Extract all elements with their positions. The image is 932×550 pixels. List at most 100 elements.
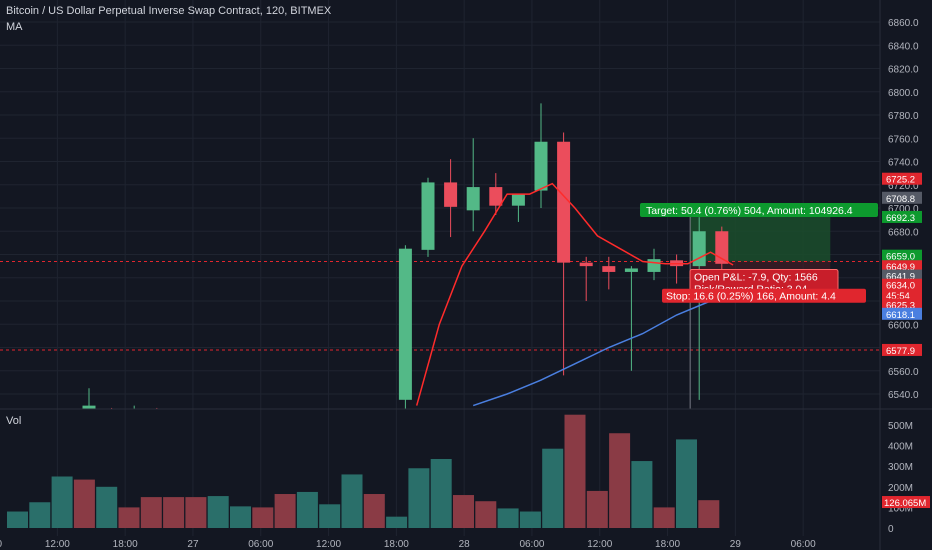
time-tick-label: 12:00 [45, 539, 70, 550]
candle-body [421, 182, 435, 250]
price-tick-label: 6800.0 [888, 88, 919, 99]
volume-bar [230, 506, 251, 528]
volume-bar [564, 414, 586, 528]
price-tag-label: 6649.9 [886, 262, 915, 273]
price-tag-label: 6692.3 [886, 213, 915, 224]
volume-bar [698, 500, 720, 528]
volume-pane-label: Vol [6, 415, 21, 427]
volume-axis[interactable]: 0 100M 200M 300M 400M 500M [888, 421, 913, 535]
candle-body [534, 141, 548, 191]
volume-bar [408, 468, 430, 528]
volume-bar [319, 504, 341, 528]
time-tick-label: 29 [730, 539, 742, 550]
volume-bar [274, 494, 296, 528]
volume-tick-label: 300M [888, 462, 913, 473]
price-tag-label: 6577.9 [886, 346, 915, 357]
price-tick-label: 6760.0 [888, 134, 919, 145]
time-tick-label: 06:00 [791, 539, 816, 550]
price-tag-label: 45:54 [886, 291, 910, 302]
volume-bar [676, 439, 697, 528]
candle-body [579, 262, 593, 267]
price-tag-bg [882, 210, 922, 223]
price-tag-bg [882, 172, 922, 185]
price-tag-label: 6708.8 [886, 194, 915, 205]
volume-tick-label: 100M [888, 503, 913, 514]
volume-bar [296, 491, 318, 528]
time-tick-label: 18:00 [655, 539, 680, 550]
candle-body [511, 194, 525, 206]
volume-bar [586, 490, 608, 528]
pnl-label: Open P&L: -7.9, Qty: 1566 [694, 271, 818, 283]
candle-body [692, 231, 706, 267]
candlestick-series [82, 103, 729, 409]
grid [0, 0, 880, 536]
price-tags: 6725.2 6708.8 6692.3 6659.06649.96641.96634… [882, 172, 930, 509]
candle-body [466, 187, 480, 211]
target-label: Target: 50.4 (0.76%) 504, Amount: 104926… [646, 205, 853, 217]
price-tick-label: 6780.0 [888, 111, 919, 122]
volume-tick-label: 0 [888, 524, 894, 535]
volume-bar [51, 476, 73, 528]
volume-bar [519, 511, 541, 528]
price-tag-bg [882, 191, 922, 204]
volume-bar [7, 511, 28, 528]
price-tick-label: 6540.0 [888, 390, 919, 401]
volume-bar [96, 486, 118, 528]
volume-series [7, 414, 720, 528]
price-tag-bg [882, 278, 922, 291]
volume-bar [363, 494, 385, 528]
price-tick-label: 6700.0 [888, 204, 919, 215]
price-tick-label: 6740.0 [888, 158, 919, 169]
price-tag-bg [882, 298, 922, 311]
stop-label-bg [662, 288, 866, 303]
volume-bar [631, 461, 653, 528]
volume-bar [497, 508, 519, 528]
volume-tick-label: 200M [888, 483, 913, 494]
volume-bar [73, 479, 95, 528]
moving-averages [415, 182, 741, 407]
volume-bar [386, 516, 408, 528]
time-tick-label: 27 [187, 539, 199, 550]
price-tag-label: 6625.3 [886, 300, 915, 311]
price-tag-bg [882, 288, 922, 301]
volume-bar [341, 474, 363, 528]
volume-bar [163, 497, 185, 528]
price-tag-label: 6659.0 [886, 252, 915, 263]
volume-bar [185, 497, 207, 528]
candle-body [82, 405, 96, 409]
volume-tick-label: 500M [888, 421, 913, 432]
price-tick-label: 6840.0 [888, 41, 919, 52]
ma-fast-line [415, 182, 734, 406]
time-tick-label: 06:00 [248, 539, 273, 550]
volume-bar [207, 496, 229, 528]
chart-title: Bitcoin / US Dollar Perpetual Inverse Sw… [6, 5, 332, 17]
volume-bar [453, 495, 474, 528]
position-labels: Target: 50.4 (0.76%) 504, Amount: 104926… [640, 202, 878, 303]
time-tick-label: 06:00 [519, 539, 544, 550]
price-tag-bg [882, 307, 922, 320]
candle-body [444, 182, 458, 207]
price-tick-label: 6560.0 [888, 367, 919, 378]
stop-label: Stop: 16.6 (0.25%) 166, Amount: 4.4 [666, 291, 836, 303]
volume-bar [475, 501, 497, 528]
price-tag-bg [882, 249, 922, 262]
candle-body [647, 259, 661, 272]
price-tag-bg [882, 343, 922, 356]
volume-bar [29, 502, 51, 528]
time-tick-label: 18:00 [113, 539, 138, 550]
time-tick-label: 28 [459, 539, 471, 550]
time-axis[interactable]: 06:00 12:00 18:00 27 06:00 12:00 18:00 28 06:00 1… [0, 539, 816, 550]
volume-bar [653, 507, 675, 528]
candle-body [557, 141, 571, 263]
candle-body [624, 268, 638, 272]
ma-slow-line [472, 290, 741, 407]
volume-tag-bg [882, 496, 930, 509]
target-zone [690, 216, 831, 262]
price-tag-label: 6725.2 [886, 175, 915, 186]
price-axis[interactable]: 6540.06560.06580.06600.06620.06640.06660… [888, 18, 919, 401]
price-tag-label: 6634.0 [886, 281, 915, 292]
time-tick-label: 06:00 [0, 539, 3, 550]
price-tick-label: 6680.0 [888, 227, 919, 238]
price-tick-label: 6720.0 [888, 181, 919, 192]
